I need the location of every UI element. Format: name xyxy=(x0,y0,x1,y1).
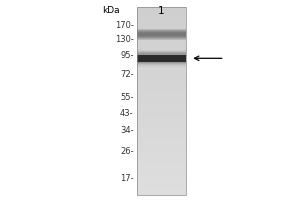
Bar xyxy=(136,151,186,154)
Bar xyxy=(136,35,186,38)
Bar xyxy=(136,148,186,151)
Bar xyxy=(136,55,186,62)
Bar xyxy=(136,70,186,73)
Bar xyxy=(136,167,186,170)
Text: 170-: 170- xyxy=(115,21,134,30)
Bar xyxy=(136,158,186,161)
Bar xyxy=(136,98,186,101)
Bar xyxy=(136,29,186,40)
Bar xyxy=(136,123,186,126)
Bar xyxy=(136,114,186,117)
Bar xyxy=(136,170,186,173)
Bar xyxy=(136,104,186,107)
Text: 72-: 72- xyxy=(120,70,134,79)
Bar xyxy=(136,95,186,98)
Bar xyxy=(136,189,186,192)
Text: 95-: 95- xyxy=(120,51,134,60)
Bar xyxy=(136,30,186,39)
Bar xyxy=(136,88,186,92)
Bar xyxy=(136,60,186,63)
Bar xyxy=(136,142,186,145)
Bar xyxy=(136,183,186,186)
Bar xyxy=(136,120,186,123)
Bar xyxy=(136,53,186,63)
Bar xyxy=(136,76,186,79)
Bar xyxy=(136,66,186,70)
Bar xyxy=(136,63,186,66)
Bar xyxy=(136,10,186,13)
Bar xyxy=(136,164,186,167)
Bar xyxy=(136,50,186,67)
Bar xyxy=(136,32,186,35)
Bar xyxy=(136,31,186,38)
Bar xyxy=(136,145,186,148)
Bar xyxy=(136,28,186,40)
Bar xyxy=(136,13,186,16)
Bar xyxy=(136,51,186,54)
Bar xyxy=(136,54,186,57)
Bar xyxy=(136,51,186,65)
Bar xyxy=(136,173,186,176)
Bar xyxy=(136,192,186,195)
Bar xyxy=(136,33,186,36)
Bar xyxy=(136,79,186,82)
Bar xyxy=(136,117,186,120)
Bar xyxy=(136,132,186,136)
Bar xyxy=(136,186,186,189)
Bar xyxy=(136,26,186,29)
Bar xyxy=(136,44,186,48)
Bar xyxy=(136,139,186,142)
Text: 17-: 17- xyxy=(120,174,134,183)
Bar xyxy=(136,32,186,36)
Bar xyxy=(136,57,186,60)
Bar xyxy=(136,176,186,180)
Bar xyxy=(136,7,186,10)
Bar xyxy=(136,29,186,32)
Bar xyxy=(136,126,186,129)
Bar xyxy=(136,101,186,104)
Bar xyxy=(136,85,186,88)
Bar xyxy=(136,92,186,95)
Text: 34-: 34- xyxy=(120,126,134,135)
Bar xyxy=(136,19,186,22)
Bar xyxy=(136,48,186,51)
Bar xyxy=(136,110,186,114)
Bar xyxy=(136,52,186,64)
Bar xyxy=(136,154,186,158)
Bar xyxy=(136,41,186,44)
Text: 1: 1 xyxy=(158,6,164,16)
Bar xyxy=(136,22,186,26)
Text: 55-: 55- xyxy=(120,93,134,102)
Text: 26-: 26- xyxy=(120,147,134,156)
Bar xyxy=(136,129,186,132)
Bar xyxy=(136,7,186,195)
Bar xyxy=(136,180,186,183)
Bar xyxy=(136,73,186,76)
Bar xyxy=(136,82,186,85)
Bar xyxy=(136,136,186,139)
Text: kDa: kDa xyxy=(103,6,120,15)
Text: 130-: 130- xyxy=(115,35,134,44)
Bar xyxy=(136,32,186,37)
Bar xyxy=(136,30,186,38)
Bar xyxy=(136,38,186,41)
Text: 43-: 43- xyxy=(120,109,134,118)
Bar xyxy=(136,161,186,164)
Bar xyxy=(136,107,186,110)
Bar xyxy=(136,16,186,19)
